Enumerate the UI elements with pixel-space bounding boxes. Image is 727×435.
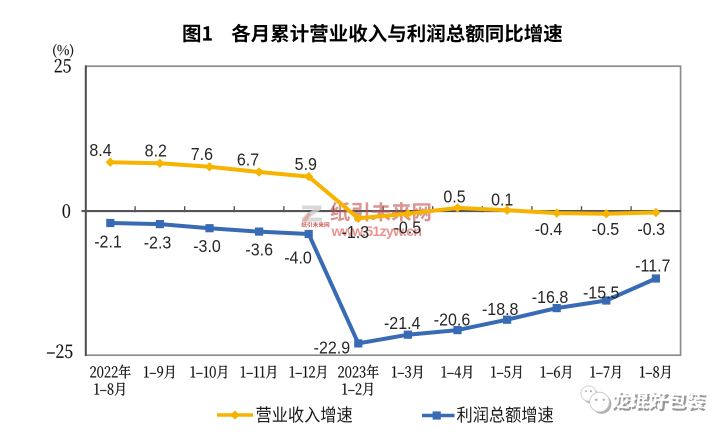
svg-text:-4.0: -4.0 bbox=[284, 248, 312, 268]
svg-text:-2.3: -2.3 bbox=[144, 233, 172, 253]
svg-text:-0.3: -0.3 bbox=[637, 219, 665, 239]
svg-text:-15.5: -15.5 bbox=[583, 283, 619, 303]
svg-text:0.5: 0.5 bbox=[443, 187, 465, 207]
svg-text:8.2: 8.2 bbox=[145, 141, 167, 161]
svg-text:-18.8: -18.8 bbox=[482, 299, 518, 319]
svg-text:-3.0: -3.0 bbox=[193, 236, 221, 256]
svg-text:-22.9: -22.9 bbox=[314, 338, 350, 358]
svg-text:7.6: 7.6 bbox=[191, 145, 213, 165]
svg-text:www.51zyw.cn: www.51zyw.cn bbox=[331, 224, 423, 240]
svg-text:-1.3: -1.3 bbox=[342, 223, 370, 243]
svg-text:6.7: 6.7 bbox=[237, 150, 259, 170]
svg-text:-3.6: -3.6 bbox=[245, 240, 273, 260]
svg-text:-11.7: -11.7 bbox=[635, 256, 670, 276]
svg-text:-2.1: -2.1 bbox=[94, 232, 122, 252]
svg-text:-20.6: -20.6 bbox=[434, 310, 470, 330]
svg-text:0.1: 0.1 bbox=[491, 190, 513, 210]
svg-text:5.9: 5.9 bbox=[295, 154, 317, 174]
svg-text:-0.5: -0.5 bbox=[592, 219, 620, 239]
svg-text:-0.4: -0.4 bbox=[535, 219, 563, 239]
svg-text:8.4: 8.4 bbox=[89, 140, 111, 160]
svg-text:-21.4: -21.4 bbox=[384, 313, 420, 333]
svg-text:-16.8: -16.8 bbox=[532, 287, 568, 307]
svg-text:-0.5: -0.5 bbox=[394, 218, 422, 238]
